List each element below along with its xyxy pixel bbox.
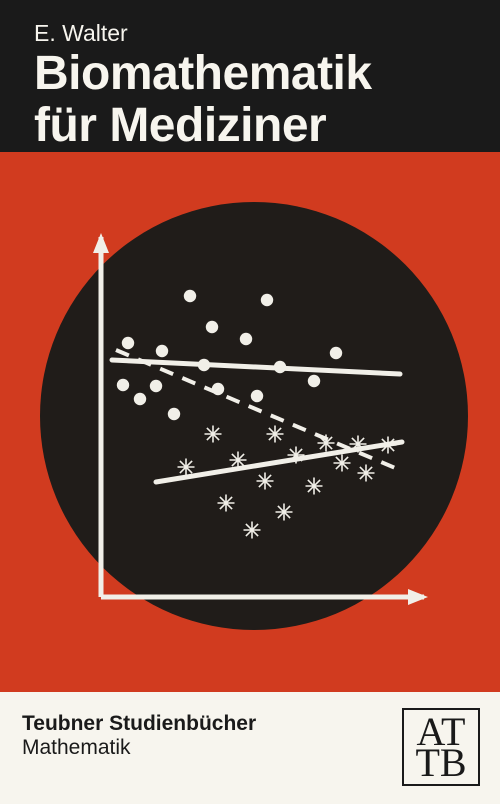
- subject-name: Mathematik: [22, 736, 131, 760]
- scatter-chart: [0, 152, 500, 692]
- series-name: Teubner Studienbücher: [22, 712, 256, 736]
- author-name: E. Walter: [34, 20, 128, 47]
- title-line-2: für Mediziner: [34, 98, 326, 153]
- publisher-logo: AT TB: [402, 708, 480, 786]
- title-line-1: Biomathematik: [34, 46, 372, 101]
- publisher-logo-glyph: AT TB: [415, 716, 466, 778]
